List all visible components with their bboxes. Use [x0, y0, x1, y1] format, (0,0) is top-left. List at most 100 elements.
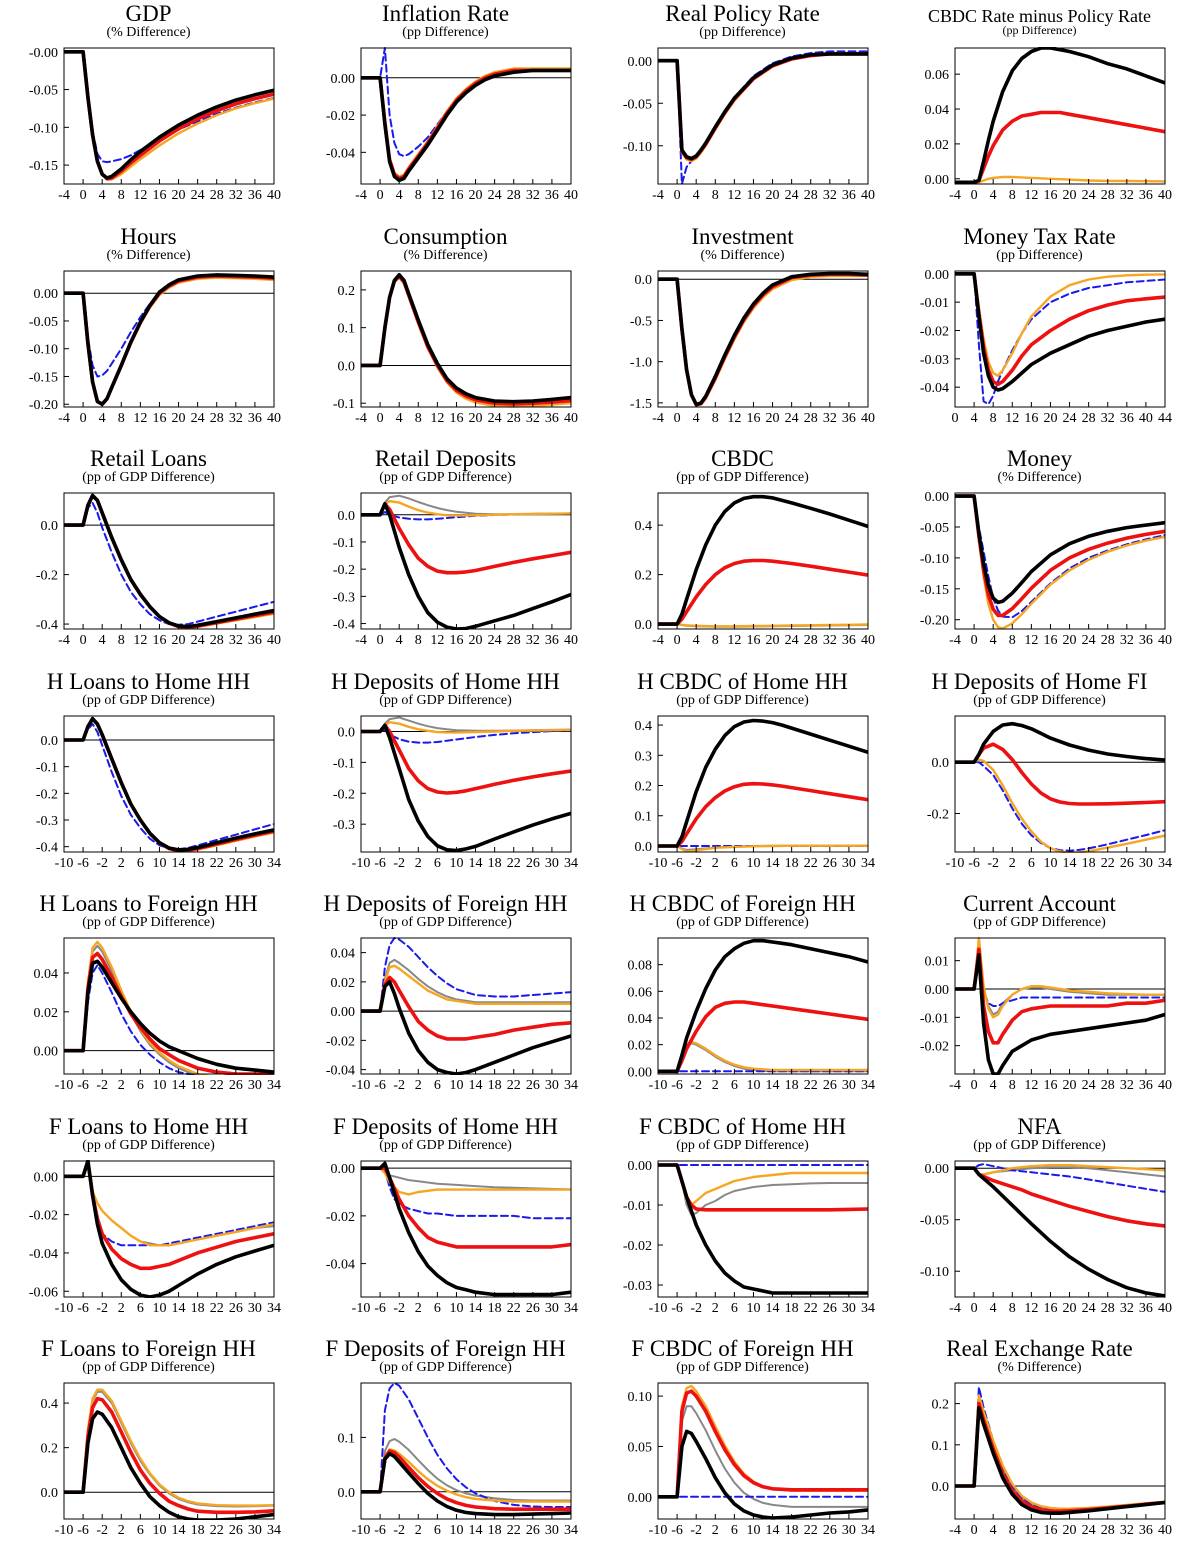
x-tick-label: 20 — [1043, 411, 1057, 426]
series-line-black — [658, 718, 868, 848]
x-tick-label: 32 — [1120, 1078, 1134, 1093]
chart-subtitle: (pp of GDP Difference) — [676, 470, 809, 485]
x-tick-label: 22 — [210, 1523, 224, 1538]
y-tick-label: 0.1 — [338, 321, 356, 336]
series-line-orange — [658, 1384, 868, 1499]
x-tick-label: 40 — [267, 188, 281, 203]
x-tick-label: 12 — [1024, 1301, 1038, 1316]
x-tick-label: 8 — [118, 633, 125, 648]
line-chart: 0.0 -0.1 -0.2 -0.3 -0.4-4 0 4 8 12 16 20 24 28 32 36 40 — [333, 492, 578, 648]
y-tick-label: 0.0 — [932, 756, 950, 771]
x-tick-label: 4 — [990, 1301, 997, 1316]
y-tick-label: 0.08 — [628, 959, 653, 974]
y-tick-label: -0.1 — [333, 756, 355, 771]
chart-panel: F Loans to Home HH (pp of GDP Difference)… — [0, 1113, 297, 1333]
chart-subtitle: (% Difference) — [106, 25, 191, 40]
line-chart: 0.080.060.040.020.00-10 -6 -2 2 6 10 14 18 22 26 3… — [628, 937, 875, 1093]
x-tick-label: 2 — [415, 1078, 422, 1093]
y-tick-label: -0.15 — [29, 159, 58, 174]
x-tick-label: 40 — [267, 411, 281, 426]
x-tick-label: -4 — [58, 633, 70, 648]
y-tick-label: 0.0 — [41, 519, 59, 534]
series-line-red — [361, 1449, 571, 1511]
y-tick-label: 0.2 — [338, 283, 356, 298]
x-tick-label: 6 — [434, 1523, 441, 1538]
x-tick-label: 24 — [785, 411, 799, 426]
x-tick-label: -10 — [352, 856, 371, 871]
x-tick-label: 24 — [785, 188, 799, 203]
series-line-orange — [658, 622, 868, 628]
x-tick-label: 40 — [861, 411, 875, 426]
x-tick-label: 8 — [712, 411, 719, 426]
x-tick-label: 20 — [469, 188, 483, 203]
chart-title: CBDC Rate minus Policy Rate — [928, 6, 1151, 26]
x-tick-label: 28 — [507, 633, 521, 648]
x-tick-label: 14 — [766, 1078, 780, 1093]
x-tick-label: 12 — [133, 633, 147, 648]
x-tick-label: 20 — [766, 411, 780, 426]
series-line-black — [361, 272, 571, 403]
x-tick-label: 24 — [1082, 1523, 1096, 1538]
y-tick-label: -0.10 — [920, 552, 949, 567]
x-tick-label: 34 — [564, 1301, 578, 1316]
x-tick-label: 6 — [137, 1301, 144, 1316]
chart-panel: H CBDC of Home HH (pp of GDP Difference) 0… — [594, 668, 891, 888]
plot-frame — [63, 937, 275, 1075]
x-tick-label: 16 — [449, 411, 463, 426]
series-line-grey — [361, 1438, 571, 1502]
x-tick-label: 16 — [152, 411, 166, 426]
chart-title: F CBDC of Foreign HH — [631, 1336, 854, 1361]
chart-subtitle: (pp of GDP Difference) — [676, 692, 809, 708]
plot-frame — [63, 492, 275, 630]
x-tick-label: 40 — [1158, 188, 1172, 203]
x-tick-label: 30 — [842, 1523, 856, 1538]
series-line-orange — [64, 1388, 274, 1507]
x-tick-label: -10 — [55, 1523, 74, 1538]
x-tick-label: 16 — [152, 188, 166, 203]
chart-panel: F Deposits of Home HH (pp of GDP Differen… — [297, 1113, 594, 1333]
y-tick-label: -0.3 — [36, 814, 58, 829]
y-tick-label: -0.02 — [326, 109, 355, 124]
chart-title: F Loans to Home HH — [48, 1113, 249, 1139]
x-tick-label: -10 — [352, 1301, 371, 1316]
x-tick-label: 36 — [1139, 1301, 1153, 1316]
x-tick-label: 10 — [449, 1078, 463, 1093]
chart-title: Real Policy Rate — [665, 1, 820, 26]
x-tick-label: 30 — [842, 1078, 856, 1093]
x-tick-label: 22 — [507, 856, 521, 871]
x-tick-label: 0 — [952, 411, 959, 426]
x-tick-label: -6 — [374, 1078, 386, 1093]
line-chart: 0.40.20.0-10 -6 -2 2 6 10 14 18 22 26 30 34 — [41, 1382, 281, 1538]
x-tick-label: -4 — [949, 1523, 961, 1538]
x-tick-label: 24 — [1063, 411, 1077, 426]
chart-panel: H Loans to Home HH (pp of GDP Difference)… — [0, 668, 297, 888]
x-tick-label: 0 — [80, 188, 87, 203]
x-tick-label: 4 — [990, 188, 997, 203]
x-tick-label: 2 — [415, 856, 422, 871]
x-tick-label: 28 — [1101, 633, 1115, 648]
y-tick-label: 0.00 — [628, 55, 653, 70]
x-tick-label: -2 — [393, 1078, 405, 1093]
chart-title: F Deposits of Foreign HH — [325, 1336, 566, 1361]
x-tick-label: 40 — [564, 633, 578, 648]
x-tick-label: 18 — [785, 1078, 799, 1093]
chart-subtitle: (pp of GDP Difference) — [676, 1360, 809, 1375]
x-tick-label: 34 — [267, 1301, 281, 1316]
plot-frame — [954, 1160, 1166, 1297]
x-tick-label: 26 — [823, 856, 837, 871]
x-tick-label: 10 — [746, 1523, 760, 1538]
x-tick-label: -6 — [671, 1301, 683, 1316]
x-tick-label: 40 — [1158, 1078, 1172, 1093]
y-tick-label: 0.00 — [34, 287, 59, 302]
series-line-black — [361, 68, 571, 183]
y-tick-label: 0.05 — [628, 1440, 653, 1455]
y-tick-label: 0.01 — [925, 955, 950, 970]
series-line-black — [955, 1165, 1165, 1298]
x-tick-label: 20 — [1063, 1301, 1077, 1316]
y-tick-label: 0.0 — [338, 359, 356, 374]
x-tick-label: 34 — [861, 856, 875, 871]
x-tick-label: 18 — [191, 1078, 205, 1093]
x-tick-label: 16 — [746, 188, 760, 203]
chart-subtitle: (% Difference) — [403, 247, 488, 263]
x-tick-label: 12 — [133, 188, 147, 203]
